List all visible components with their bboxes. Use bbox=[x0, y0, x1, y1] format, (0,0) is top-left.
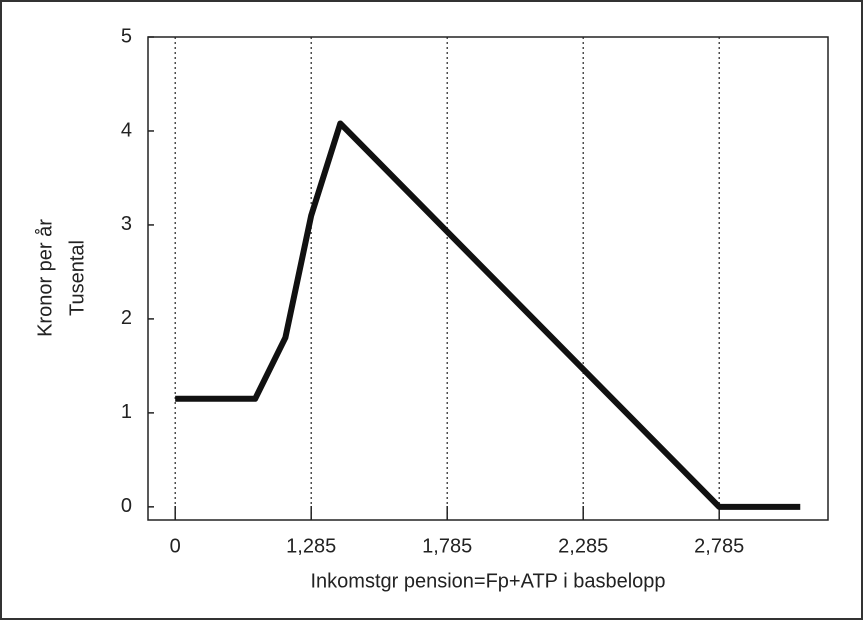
x-tick-label: 0 bbox=[170, 535, 181, 557]
line-series bbox=[175, 120, 801, 510]
x-tick-label: 2,285 bbox=[558, 535, 608, 557]
y-tick-label: 0 bbox=[121, 495, 132, 517]
y-tick-label: 1 bbox=[121, 401, 132, 423]
y-label: Kronor per år Tusental bbox=[34, 219, 88, 337]
y-tick-label: 4 bbox=[121, 119, 132, 141]
y-label-line: Kronor per år bbox=[34, 219, 56, 337]
x-label: Inkomstgr pension=Fp+ATP i basbelopp bbox=[310, 570, 665, 592]
x-tick-label: 1,785 bbox=[422, 535, 472, 557]
y-tick-label: 2 bbox=[121, 307, 132, 329]
y-label-line: Tusental bbox=[66, 240, 88, 316]
y-tick-label: 3 bbox=[121, 213, 132, 235]
y-tick-label: 5 bbox=[121, 25, 132, 47]
x-tick-label: 2,785 bbox=[694, 535, 744, 557]
x-tick-label: 1,285 bbox=[286, 535, 336, 557]
plot-area bbox=[147, 36, 829, 521]
